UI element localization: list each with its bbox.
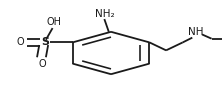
Text: NH: NH [188, 27, 204, 37]
Text: O: O [17, 37, 24, 47]
Text: OH: OH [46, 17, 61, 27]
Text: NH₂: NH₂ [95, 9, 114, 19]
Text: S: S [41, 37, 49, 47]
Text: O: O [39, 59, 46, 69]
